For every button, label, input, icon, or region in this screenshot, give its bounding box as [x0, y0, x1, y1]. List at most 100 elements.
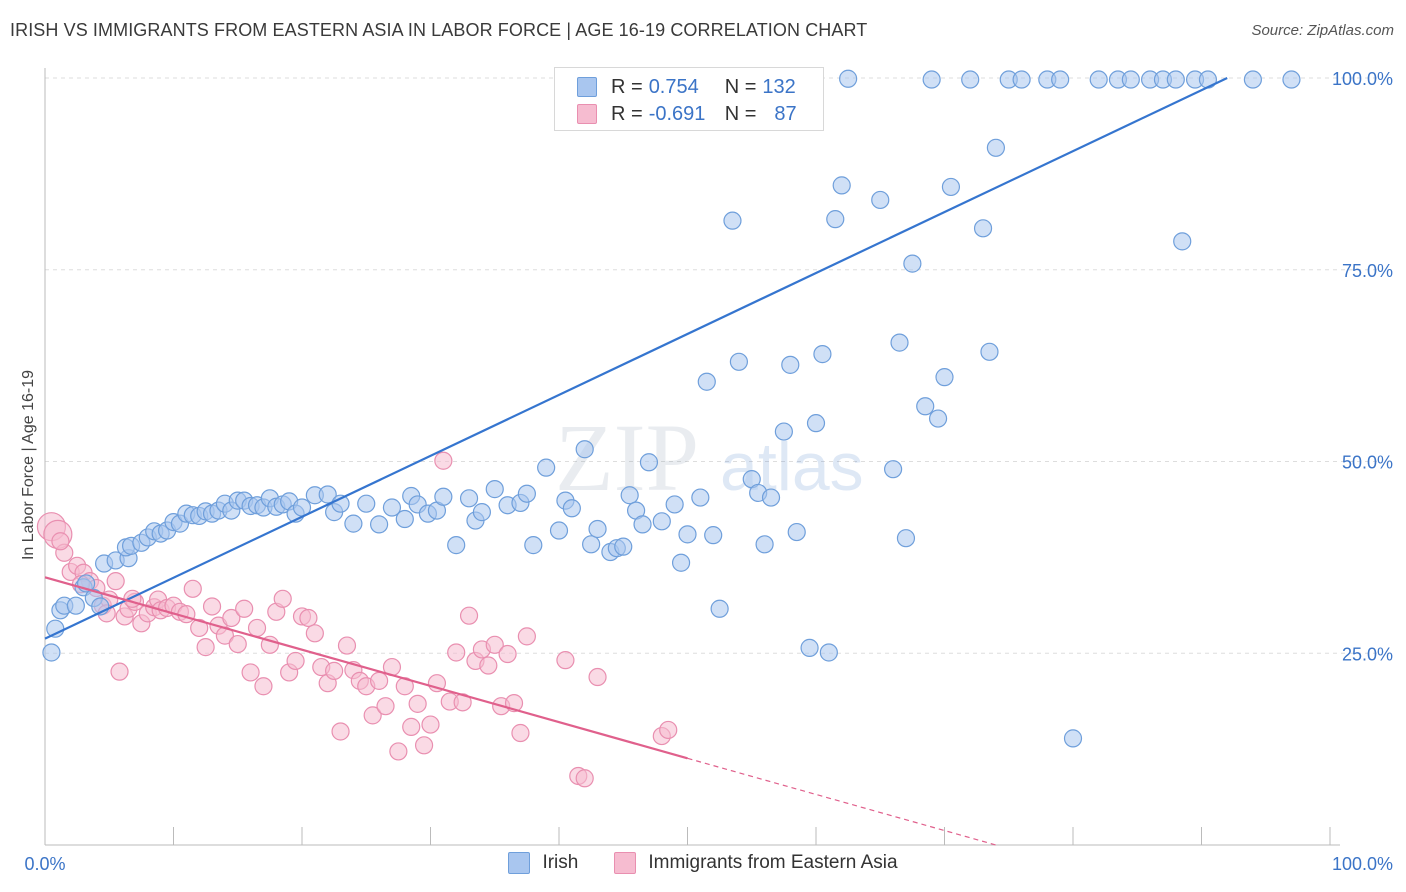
irish-point [370, 515, 389, 534]
legend-box: R = 0.754 N = 132 R = -0.691 N = 87 [554, 67, 824, 131]
legend-r-label: R = [611, 102, 643, 125]
eastern-asia-point [402, 717, 421, 736]
eastern-asia-point [241, 663, 260, 682]
irish-point [896, 529, 916, 548]
irish-point [710, 599, 729, 618]
eastern-asia-point [447, 643, 466, 662]
eastern-asia-point [183, 579, 202, 598]
bottom-legend-label-irish: Irish [542, 852, 579, 873]
y-tick-label: 25.0% [1342, 644, 1393, 664]
irish-point [395, 509, 414, 529]
irish-point [614, 537, 633, 556]
irish-point [66, 596, 85, 615]
bottom-legend-irish[interactable]: Irish [508, 852, 578, 874]
irish-point [761, 488, 781, 507]
irish-point [916, 397, 935, 416]
irish-point [941, 177, 961, 197]
bottom-legend-swatch-eastern-asia [614, 852, 637, 874]
irish-point [582, 535, 601, 554]
irish-point [633, 515, 652, 534]
trend-lines [44, 77, 1228, 846]
legend-row-irish: R = 0.754 N = 132 [577, 74, 796, 100]
irish-point [813, 345, 832, 364]
irish-point [1089, 70, 1108, 89]
legend-n-value: 132 [762, 75, 796, 98]
eastern-asia-point [190, 618, 209, 638]
eastern-asia-point [517, 627, 536, 646]
legend-r-label: R = [611, 75, 643, 98]
irish-point [691, 488, 710, 507]
eastern-asia-point [273, 589, 292, 608]
eastern-asia-point [511, 723, 530, 743]
legend-swatch-irish [577, 77, 597, 97]
eastern-asia-point [479, 656, 498, 675]
irish-point [729, 352, 749, 371]
eastern-asia-point [254, 677, 273, 696]
eastern-asia-point [408, 694, 427, 713]
eastern-asia-trend-line [44, 576, 688, 760]
legend-swatch-eastern-asia [577, 104, 597, 124]
irish-point [961, 70, 980, 89]
irish-point [575, 440, 594, 459]
eastern-asia-point [421, 715, 440, 734]
irish-point [1243, 70, 1263, 89]
bottom-legend-eastern-asia[interactable]: Immigrants from Eastern Asia [614, 852, 898, 874]
irish-point [980, 342, 999, 361]
irish-point [459, 489, 479, 508]
irish-point [639, 453, 659, 472]
irish-point [665, 495, 684, 514]
irish-point [1166, 70, 1185, 89]
irish-point [382, 498, 402, 517]
irish-point [524, 536, 543, 555]
eastern-asia-trend-extension [687, 757, 997, 846]
irish-point [890, 333, 909, 352]
bottom-legend-swatch-irish [508, 852, 531, 874]
legend-r-value: 0.754 [648, 75, 699, 98]
grid-lines [45, 77, 1380, 654]
eastern-asia-point [202, 597, 222, 616]
eastern-asia-point [370, 671, 389, 690]
eastern-asia-point [376, 697, 395, 716]
irish-point [562, 499, 581, 518]
irish-point [800, 638, 819, 657]
irish-point [704, 526, 723, 545]
watermark-atlas: atlas [720, 429, 864, 505]
irish-point [781, 355, 800, 374]
eastern-asia-point [459, 606, 479, 625]
x-tick-label: 100.0% [1332, 854, 1393, 874]
eastern-asia-point [51, 532, 70, 551]
irish-point [973, 219, 993, 238]
axes [44, 68, 1340, 846]
irish-point [517, 484, 536, 503]
eastern-asia-point [434, 451, 453, 470]
irish-point [697, 372, 716, 391]
irish-points [42, 69, 1301, 748]
y-tick-labels: 25.0% 50.0% 75.0% 100.0% [1332, 69, 1393, 664]
irish-point [472, 503, 491, 522]
eastern-asia-point [286, 651, 305, 671]
bottom-legend-label-eastern-asia: Immigrants from Eastern Asia [648, 852, 898, 873]
eastern-asia-point [305, 624, 324, 643]
eastern-asia-point [247, 618, 267, 638]
irish-point [755, 535, 774, 554]
irish-point [774, 422, 793, 441]
irish-point [826, 210, 845, 229]
irish-point [1173, 232, 1192, 251]
irish-point [537, 458, 556, 477]
irish-point [787, 522, 806, 542]
irish-point [549, 521, 569, 540]
eastern-asia-point [106, 572, 125, 591]
irish-point [1282, 70, 1301, 89]
irish-point [1012, 70, 1031, 89]
irish-point [42, 643, 61, 662]
irish-point [1051, 70, 1070, 89]
irish-point [652, 512, 671, 531]
eastern-asia-point [325, 661, 344, 680]
eastern-asia-point [337, 636, 357, 655]
irish-point [871, 190, 890, 210]
irish-point [839, 69, 858, 88]
irish-point [485, 480, 504, 499]
y-tick-label: 100.0% [1332, 69, 1393, 89]
irish-point [344, 514, 363, 533]
